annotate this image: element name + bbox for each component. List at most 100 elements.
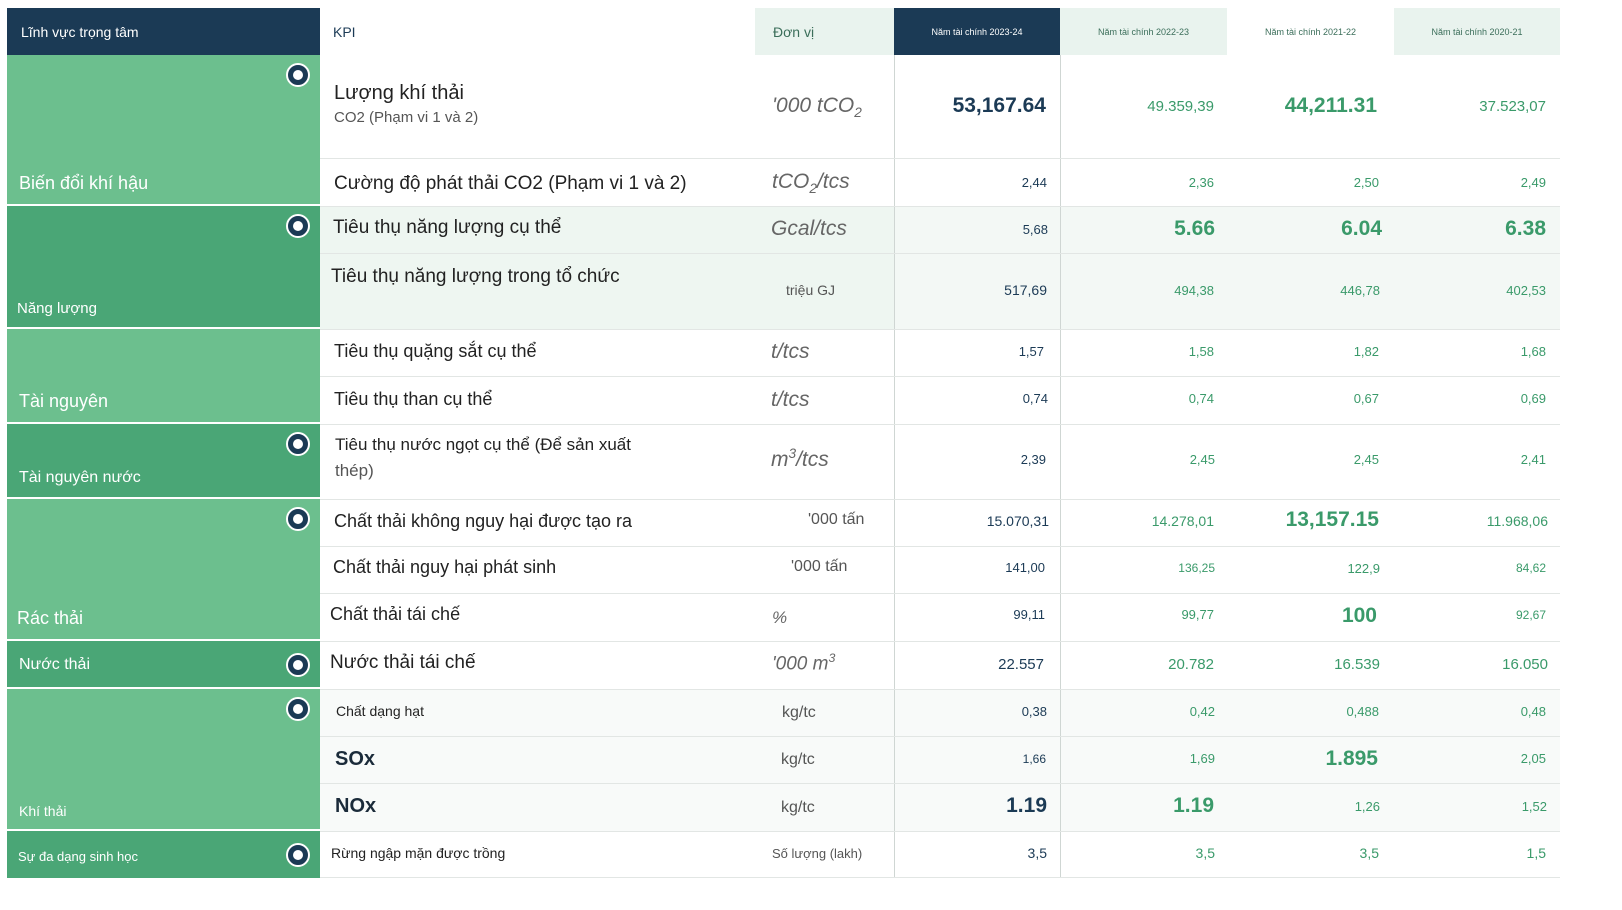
unit-main: triệu GJ (786, 282, 836, 298)
value-fy2324: 1,66 (1022, 752, 1046, 766)
value-fy2223: 2,36 (1188, 175, 1214, 190)
kpi-cell: Nước thải tái chế (330, 652, 765, 674)
unit-main: kg/tc (782, 704, 816, 721)
unit-sup: 3 (828, 651, 836, 665)
value-fy2021: 11.968,06 (1486, 513, 1548, 529)
radio-icon[interactable] (286, 507, 310, 531)
kpi-cell: Lượng khí thải CO2 (Phạm vi 1 và 2) (334, 82, 769, 126)
unit-main: '000 tấn (808, 511, 865, 528)
unit-cell: kg/tc (781, 799, 920, 817)
value-fy2021: 1,5 (1526, 845, 1546, 861)
kpi-cell: Chất thải nguy hại phát sinh (333, 557, 768, 578)
kpi-label: Tiêu thụ năng lượng trong tổ chức (331, 266, 620, 287)
unit-main: Số lượng (lakh) (772, 846, 863, 861)
radio-icon[interactable] (286, 214, 310, 238)
value-fy2122: 446,78 (1340, 283, 1380, 298)
header-fy2324-label: Năm tài chính 2023-24 (931, 26, 1023, 37)
row-divider (320, 499, 1560, 500)
value-fy2021: 92,67 (1515, 608, 1546, 622)
value-fy2223: 1.19 (1173, 794, 1214, 817)
radio-icon[interactable] (286, 653, 310, 677)
value-fy2324: 0,74 (1022, 391, 1048, 406)
value-fy2223: 0,74 (1188, 391, 1214, 406)
kpi-label: NOx (335, 795, 377, 817)
header-fy2223-label: Năm tài chính 2022-23 (1097, 26, 1190, 37)
value-fy2324: 53,167.64 (952, 94, 1046, 117)
header-fy2324: Năm tài chính 2023-24 (894, 8, 1060, 55)
radio-icon[interactable] (286, 843, 310, 867)
row-divider (320, 329, 1560, 330)
row-divider (320, 206, 1560, 207)
value-fy2223: 5.66 (1174, 217, 1215, 240)
kpi-label: Chất thải nguy hại phát sinh (333, 557, 557, 577)
unit-sub: 2 (854, 105, 862, 121)
unit-main: '000 tấn (791, 558, 848, 575)
value-fy2324: 141,00 (1005, 560, 1045, 575)
value-fy2021: 84,62 (1515, 561, 1546, 575)
value-fy2021: 402,53 (1506, 283, 1546, 298)
unit-cell: tCO2/tcs (772, 170, 911, 196)
radio-icon[interactable] (286, 63, 310, 87)
kpi-cell: SOx (335, 748, 770, 771)
row-divider (320, 253, 1560, 254)
radio-icon[interactable] (286, 697, 310, 721)
header-fy2122: Năm tài chính 2021-22 (1227, 8, 1394, 55)
row-band (320, 689, 1560, 831)
row-band (894, 206, 1560, 329)
row-divider (320, 593, 1560, 594)
value-fy2021: 2,05 (1520, 751, 1546, 766)
unit-cell: t/tcs (771, 388, 910, 412)
category-wastewater: Nước thải (7, 641, 320, 689)
header-unit: Đơn vị (755, 8, 894, 55)
unit-cell: '000 tCO2 (772, 94, 911, 120)
unit-cell: kg/tc (782, 704, 921, 722)
value-fy2324: 1.19 (1006, 794, 1047, 817)
row-divider (320, 689, 1560, 690)
category-label: Tài nguyên (19, 391, 109, 411)
category-label: Tài nguyên nước (19, 469, 141, 486)
row-divider (320, 831, 1560, 832)
row-divider (320, 158, 1560, 159)
unit-cell: Gcal/tcs (771, 217, 910, 241)
kpi-cell: Rừng ngập mặn được trồng (331, 845, 766, 861)
unit-tail: /tcs (816, 170, 850, 193)
value-fy2021: 16.050 (1502, 656, 1548, 673)
kpi-label: Chất dạng hạt (336, 703, 424, 719)
value-fy2324: 3,5 (1027, 845, 1047, 861)
row-band (320, 206, 894, 329)
header-fy2223: Năm tài chính 2022-23 (1060, 8, 1227, 55)
radio-icon[interactable] (286, 432, 310, 456)
value-fy2223: 0,42 (1189, 704, 1215, 719)
category-label: Nước thải (19, 656, 90, 673)
value-fy2021: 0,48 (1520, 704, 1546, 719)
value-fy2324: 15.070,31 (986, 513, 1049, 529)
value-fy2021: 1,52 (1521, 799, 1547, 814)
unit-cell: kg/tc (781, 751, 920, 769)
kpi-cell: Tiêu thụ năng lượng cụ thể (333, 217, 768, 239)
category-label: Biến đổi khí hậu (19, 173, 149, 193)
header-fy2021-label: Năm tài chính 2020-21 (1431, 26, 1523, 37)
value-fy2223: 3,5 (1195, 845, 1215, 861)
value-fy2122: 13,157.15 (1285, 508, 1379, 531)
kpi-cell: Cường độ phát thải CO2 (Phạm vi 1 và 2) (334, 173, 769, 195)
kpi-sublabel: thép) (335, 461, 374, 480)
value-fy2324: 22.557 (998, 656, 1044, 673)
category-energy: Năng lượng (7, 206, 320, 329)
value-fy2122: 122,9 (1347, 561, 1380, 576)
value-fy2223: 14.278,01 (1151, 513, 1214, 529)
unit-main: t/tcs (771, 388, 810, 411)
kpi-label: Lượng khí thải (334, 82, 464, 104)
value-fy2324: 99,11 (1013, 607, 1045, 622)
value-fy2122: 1,82 (1353, 344, 1379, 359)
column-divider (894, 55, 895, 878)
unit-main: tCO (772, 170, 810, 193)
value-fy2223: 1,69 (1189, 751, 1215, 766)
value-fy2324: 2,39 (1020, 452, 1046, 467)
category-biodiversity: Sự đa dạng sinh học (7, 831, 320, 878)
category-label: Khí thải (19, 803, 67, 819)
value-fy2223: 1,58 (1188, 344, 1214, 359)
row-divider (320, 546, 1560, 547)
kpi-label: Rừng ngập mặn được trồng (331, 845, 506, 861)
value-fy2324: 0,38 (1021, 704, 1047, 719)
value-fy2122: 100 (1341, 604, 1377, 627)
